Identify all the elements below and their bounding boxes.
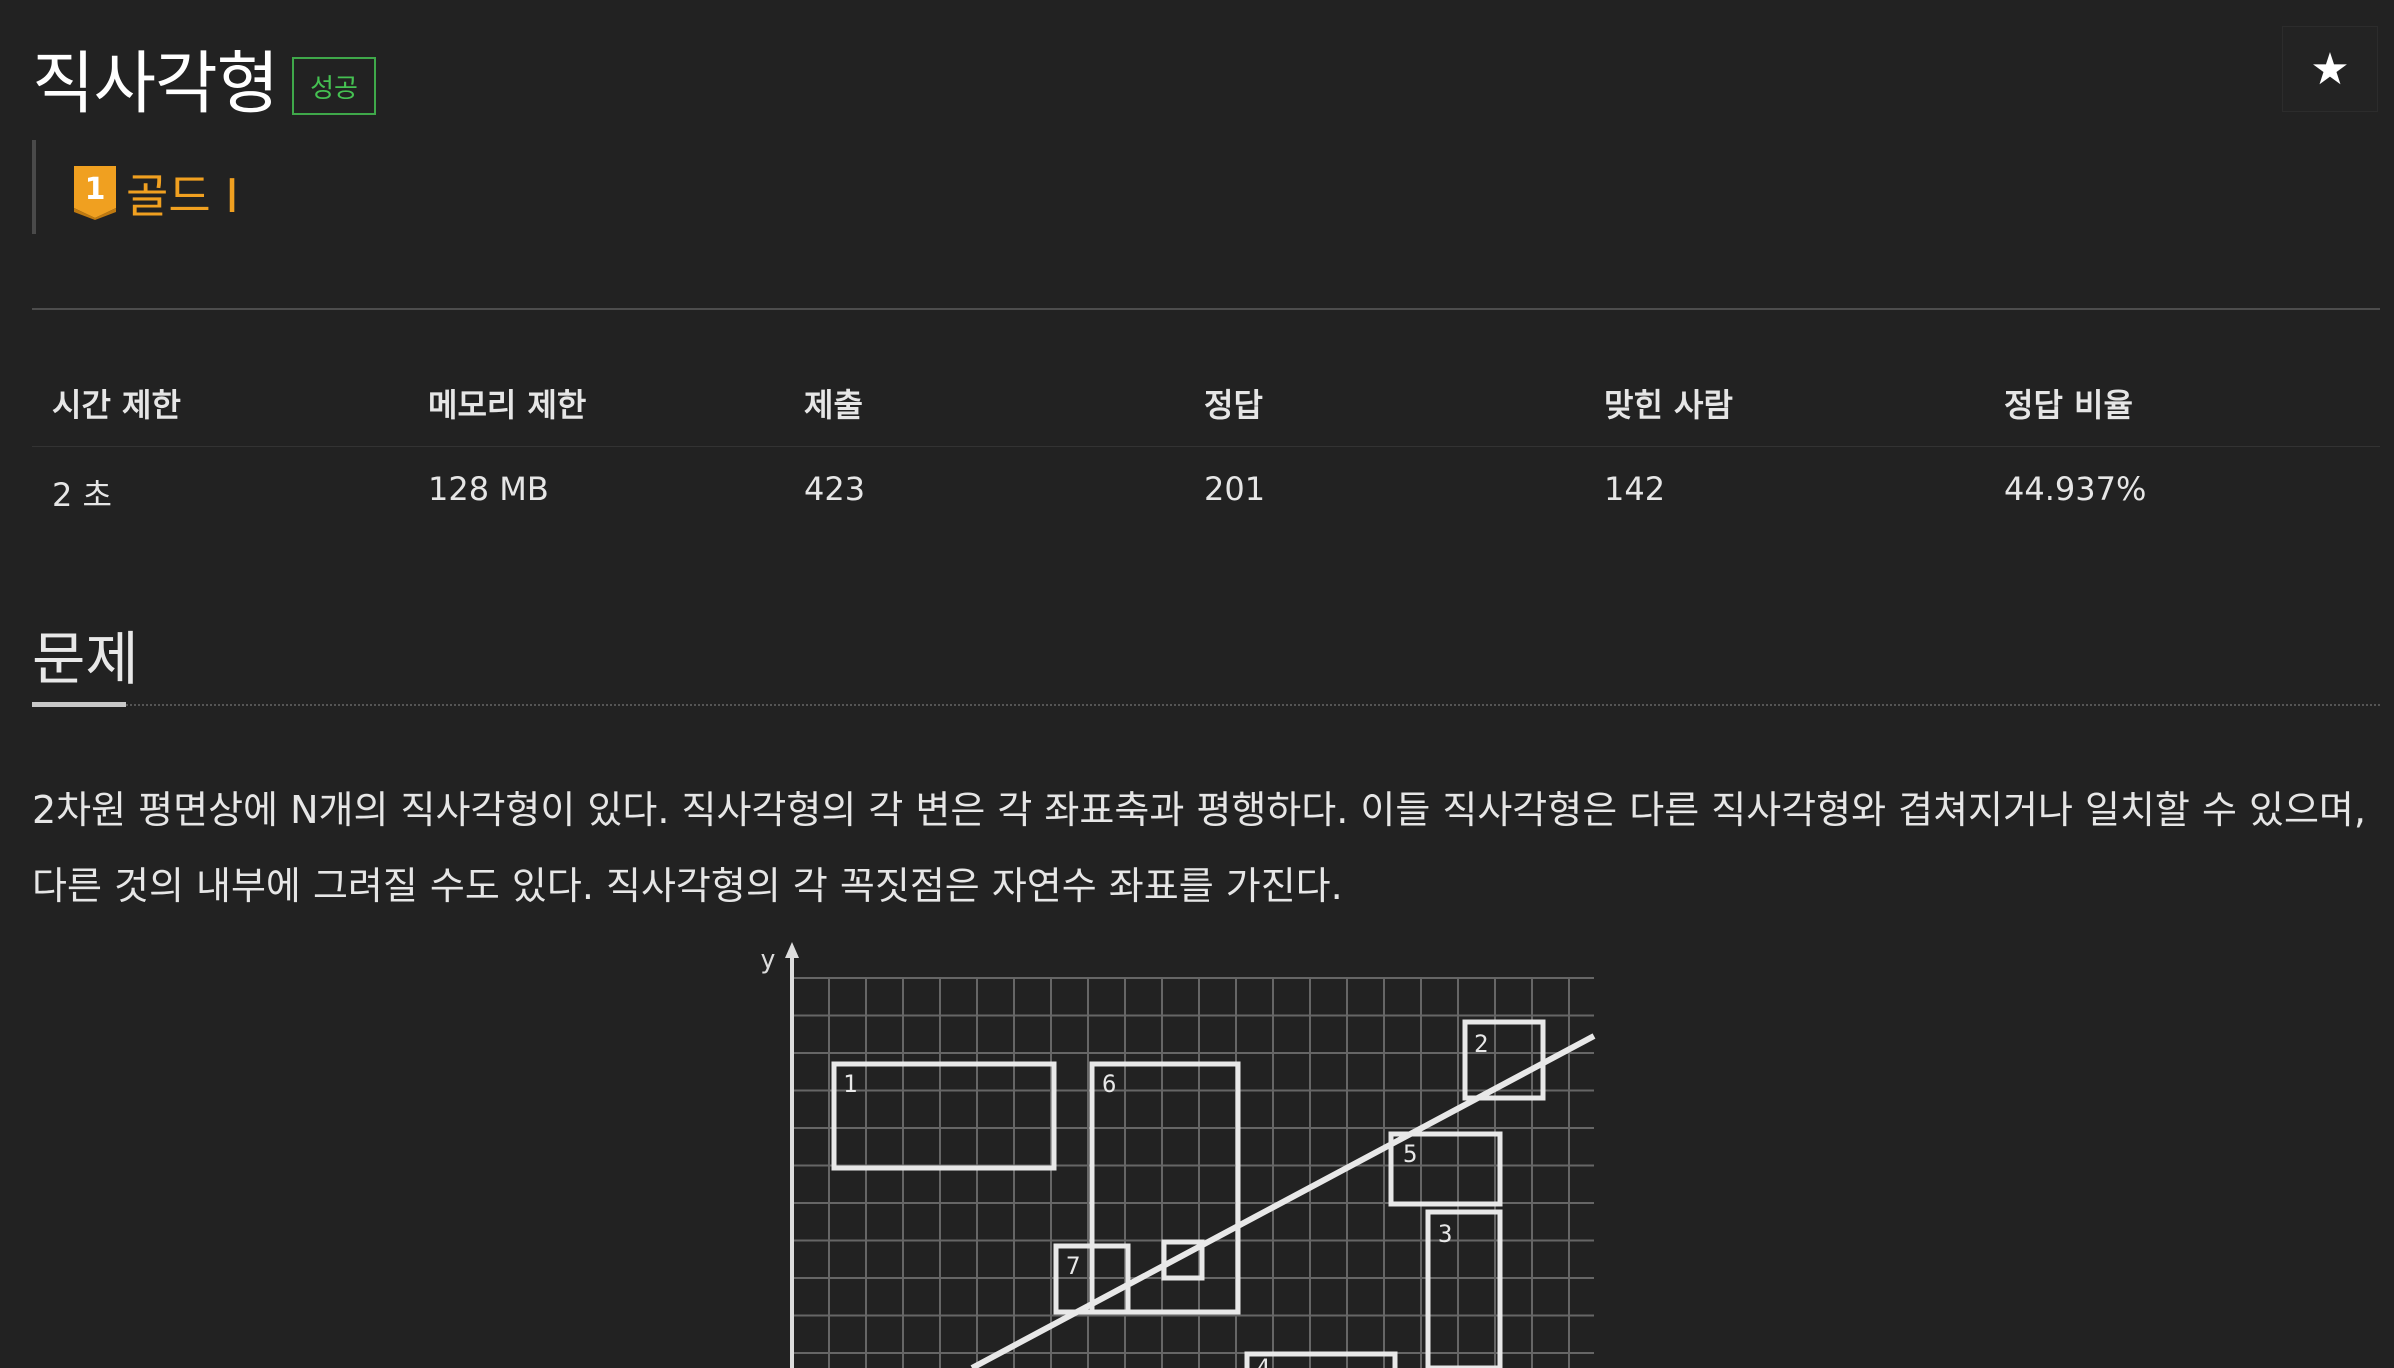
table-cell-memory-limit: 128 MB: [428, 470, 549, 508]
rect-4: [1244, 1351, 1398, 1368]
y-axis-label: y: [760, 945, 776, 975]
rect-label-5: 5: [1403, 1140, 1417, 1168]
rect-label-7: 7: [1066, 1252, 1080, 1280]
table-cell-accept-ratio: 44.937%: [2004, 470, 2147, 508]
diagonal-line: [970, 1033, 1596, 1368]
problem-description: 2차원 평면상에 N개의 직사각형이 있다. 직사각형의 각 변은 각 좌표축과…: [32, 788, 2366, 908]
section-title-problem: 문제: [32, 625, 139, 693]
table-header-solved-users: 맞힌 사람: [1604, 386, 1733, 424]
table-header-time-limit: 시간 제한: [52, 386, 181, 424]
rect-3: [1425, 1209, 1503, 1368]
section-dotted-divider: [126, 704, 2380, 706]
tier-number: 1: [85, 172, 106, 207]
table-header-accepted: 정답: [1204, 386, 1263, 424]
rect-label-2: 2: [1474, 1030, 1488, 1058]
rect-6: [1089, 1061, 1241, 1315]
table-cell-accepted[interactable]: 201: [1204, 470, 1266, 508]
rect-small: [1161, 1239, 1205, 1281]
rect-5: [1388, 1131, 1503, 1207]
star-icon: ★: [2310, 43, 2350, 95]
header-divider: [32, 308, 2380, 310]
section-title-underline: [32, 702, 126, 707]
table-header-accept-ratio: 정답 비율: [2004, 386, 2133, 424]
tier-divider: [32, 140, 36, 234]
table-cell-time-limit: 2 초: [52, 476, 112, 514]
rect-7: [1053, 1243, 1131, 1315]
table-cell-solved-users[interactable]: 142: [1604, 470, 1666, 508]
table-header-submissions: 제출: [804, 386, 863, 424]
tier-label[interactable]: 골드 I: [126, 169, 239, 223]
tier-gold-icon: 1: [74, 166, 116, 220]
table-row-divider: [32, 446, 2380, 447]
table-cell-submissions[interactable]: 423: [804, 470, 866, 508]
rect-label-3: 3: [1438, 1220, 1452, 1248]
star-button[interactable]: ★: [2282, 26, 2378, 112]
problem-title: 직사각형: [32, 45, 279, 124]
rect-1: [831, 1061, 1057, 1171]
status-badge: 성공: [292, 57, 376, 115]
y-axis-arrow: [785, 942, 799, 958]
rect-label-4: 4: [1256, 1354, 1270, 1368]
rect-label-6: 6: [1102, 1070, 1116, 1098]
rect-label-1: 1: [843, 1070, 857, 1098]
problem-diagram: y 1 2 3 4 5 6 7: [760, 942, 1596, 1368]
table-header-memory-limit: 메모리 제한: [428, 386, 587, 424]
